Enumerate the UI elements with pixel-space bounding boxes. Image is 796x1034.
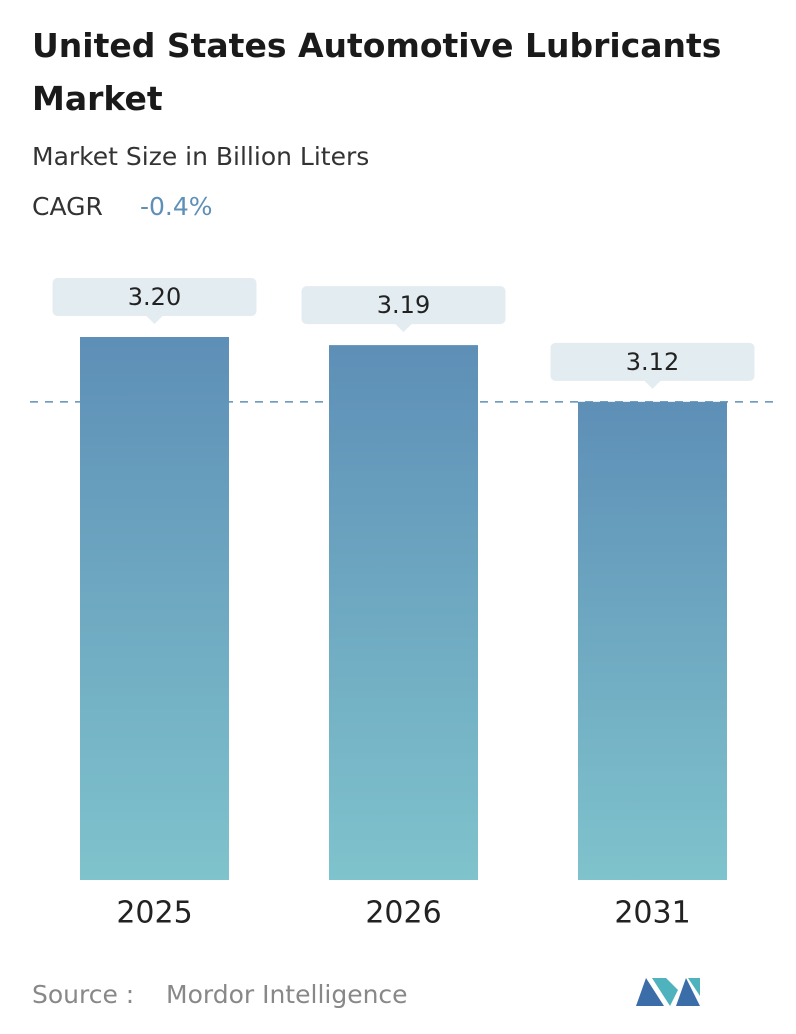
x-tick-label: 2031 xyxy=(614,896,690,931)
cagr-value: -0.4% xyxy=(140,192,213,221)
value-label: 3.19 xyxy=(377,291,430,319)
label-callout xyxy=(52,278,257,324)
bar xyxy=(80,337,229,880)
x-tick-label: 2025 xyxy=(116,896,192,931)
source-label: Source : xyxy=(32,980,134,1009)
x-tick-label: 2026 xyxy=(365,896,441,931)
value-label: 3.12 xyxy=(626,348,679,376)
source: Mordor Intelligence xyxy=(166,980,408,1009)
logo xyxy=(636,978,700,1006)
bar xyxy=(578,401,727,880)
value-label: 3.20 xyxy=(128,283,181,311)
label-callout xyxy=(301,286,506,333)
cagr-label: CAGR xyxy=(32,192,103,221)
chart-title: United States Automotive Lubricants Marke… xyxy=(32,26,721,118)
label-callout xyxy=(550,342,755,389)
bar xyxy=(329,345,478,880)
chart-subtitle: Market Size in Billion Liters xyxy=(32,142,369,171)
